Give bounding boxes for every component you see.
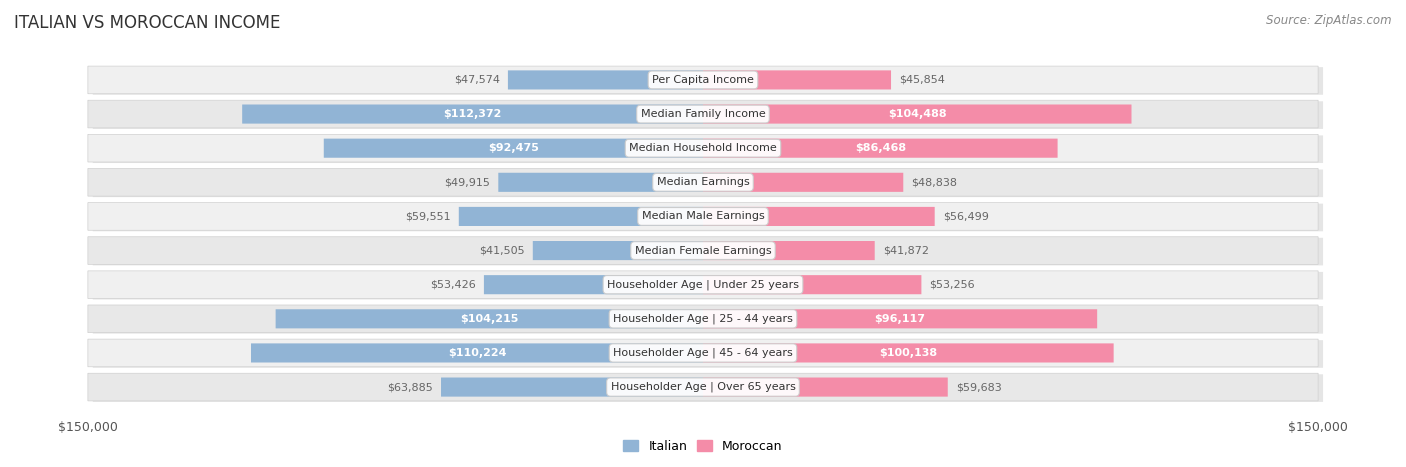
FancyBboxPatch shape (93, 204, 1323, 231)
Text: $92,475: $92,475 (488, 143, 538, 153)
Text: Median Earnings: Median Earnings (657, 177, 749, 187)
FancyBboxPatch shape (703, 105, 1132, 124)
Text: Householder Age | Over 65 years: Householder Age | Over 65 years (610, 382, 796, 392)
FancyBboxPatch shape (87, 66, 1319, 94)
Text: $56,499: $56,499 (943, 212, 988, 221)
FancyBboxPatch shape (703, 309, 1097, 328)
Text: $48,838: $48,838 (911, 177, 957, 187)
FancyBboxPatch shape (703, 173, 903, 192)
FancyBboxPatch shape (703, 207, 935, 226)
FancyBboxPatch shape (87, 169, 1319, 196)
FancyBboxPatch shape (93, 374, 1323, 402)
Text: $110,224: $110,224 (447, 348, 506, 358)
FancyBboxPatch shape (703, 377, 948, 396)
Text: $41,872: $41,872 (883, 246, 929, 255)
Text: $63,885: $63,885 (387, 382, 433, 392)
FancyBboxPatch shape (93, 340, 1323, 368)
Text: Median Family Income: Median Family Income (641, 109, 765, 119)
FancyBboxPatch shape (87, 100, 1319, 128)
FancyBboxPatch shape (93, 67, 1323, 95)
Text: Householder Age | 25 - 44 years: Householder Age | 25 - 44 years (613, 313, 793, 324)
Text: $53,256: $53,256 (929, 280, 976, 290)
Text: $96,117: $96,117 (875, 314, 925, 324)
Text: $49,915: $49,915 (444, 177, 491, 187)
Legend: Italian, Moroccan: Italian, Moroccan (619, 435, 787, 458)
FancyBboxPatch shape (703, 343, 1114, 362)
FancyBboxPatch shape (87, 237, 1319, 264)
Text: $104,215: $104,215 (460, 314, 519, 324)
FancyBboxPatch shape (441, 377, 703, 396)
Text: $59,551: $59,551 (405, 212, 450, 221)
Text: Median Household Income: Median Household Income (628, 143, 778, 153)
FancyBboxPatch shape (703, 275, 921, 294)
FancyBboxPatch shape (93, 101, 1323, 129)
FancyBboxPatch shape (93, 170, 1323, 197)
FancyBboxPatch shape (703, 71, 891, 90)
Text: Householder Age | 45 - 64 years: Householder Age | 45 - 64 years (613, 348, 793, 358)
Text: Median Female Earnings: Median Female Earnings (634, 246, 772, 255)
FancyBboxPatch shape (703, 241, 875, 260)
FancyBboxPatch shape (458, 207, 703, 226)
FancyBboxPatch shape (703, 139, 1057, 158)
Text: $59,683: $59,683 (956, 382, 1001, 392)
FancyBboxPatch shape (323, 139, 703, 158)
Text: $53,426: $53,426 (430, 280, 475, 290)
Text: Per Capita Income: Per Capita Income (652, 75, 754, 85)
Text: Householder Age | Under 25 years: Householder Age | Under 25 years (607, 279, 799, 290)
Text: $47,574: $47,574 (454, 75, 499, 85)
FancyBboxPatch shape (87, 339, 1319, 367)
FancyBboxPatch shape (498, 173, 703, 192)
Text: $100,138: $100,138 (879, 348, 938, 358)
Text: $112,372: $112,372 (443, 109, 502, 119)
FancyBboxPatch shape (87, 134, 1319, 162)
FancyBboxPatch shape (252, 343, 703, 362)
Text: ITALIAN VS MOROCCAN INCOME: ITALIAN VS MOROCCAN INCOME (14, 14, 280, 32)
FancyBboxPatch shape (87, 203, 1319, 230)
Text: Median Male Earnings: Median Male Earnings (641, 212, 765, 221)
FancyBboxPatch shape (508, 71, 703, 90)
FancyBboxPatch shape (242, 105, 703, 124)
FancyBboxPatch shape (484, 275, 703, 294)
Text: $45,854: $45,854 (900, 75, 945, 85)
FancyBboxPatch shape (93, 272, 1323, 299)
FancyBboxPatch shape (533, 241, 703, 260)
Text: $41,505: $41,505 (479, 246, 524, 255)
Text: $86,468: $86,468 (855, 143, 905, 153)
FancyBboxPatch shape (93, 238, 1323, 265)
FancyBboxPatch shape (93, 135, 1323, 163)
FancyBboxPatch shape (87, 271, 1319, 298)
Text: Source: ZipAtlas.com: Source: ZipAtlas.com (1267, 14, 1392, 27)
FancyBboxPatch shape (93, 306, 1323, 333)
FancyBboxPatch shape (276, 309, 703, 328)
Text: $104,488: $104,488 (889, 109, 946, 119)
FancyBboxPatch shape (87, 373, 1319, 401)
FancyBboxPatch shape (87, 305, 1319, 333)
